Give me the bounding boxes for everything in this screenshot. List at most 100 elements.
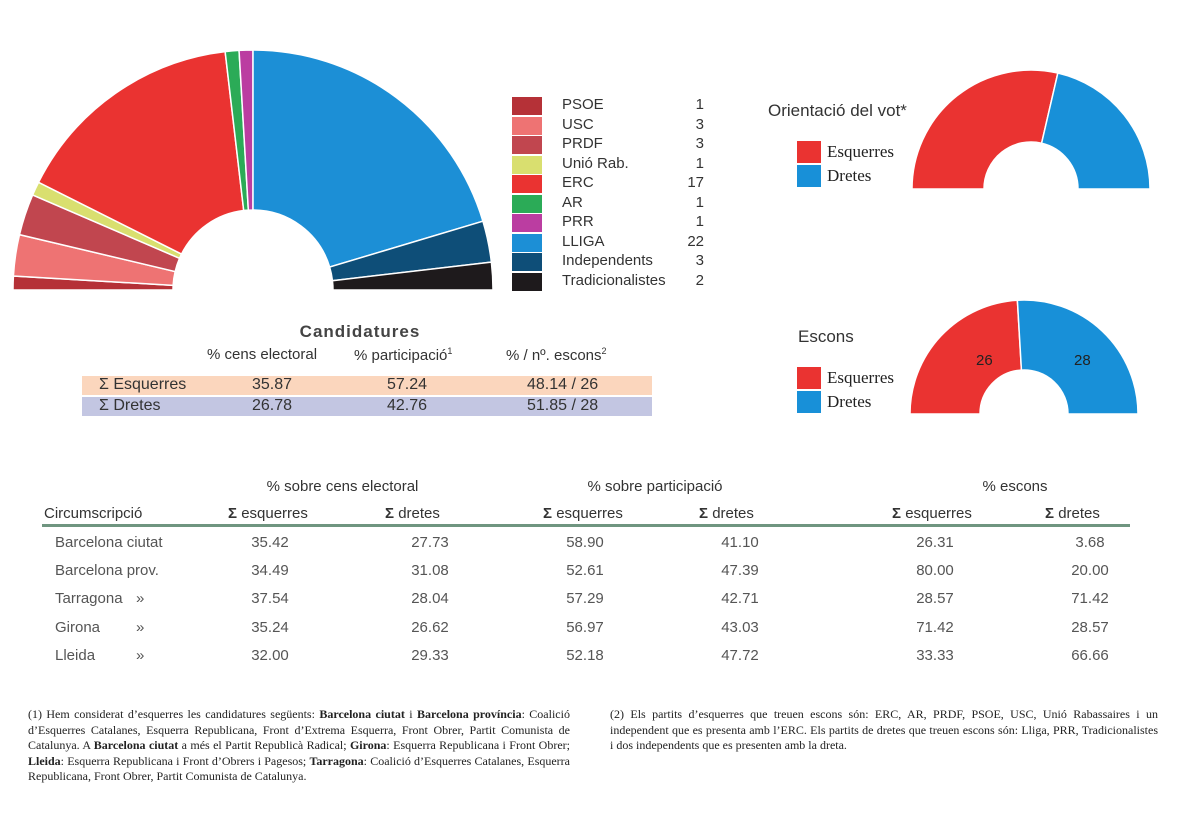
- group-header-participacio: % sobre participació: [587, 478, 723, 495]
- orientacio-title: Orientació del vot*: [768, 101, 907, 120]
- legend-value: 3: [695, 135, 704, 152]
- legend-swatch: [512, 272, 542, 291]
- legend-label: Esquerres: [827, 368, 895, 387]
- legend-value: 1: [695, 154, 704, 172]
- table-row: Lleida » 32.00 29.33 52.18 47.72 33.33 66.66: [0, 647, 1200, 669]
- table-cell: 29.33: [411, 646, 449, 664]
- table-cell: 27.73: [411, 534, 449, 551]
- table-cell: 47.72: [721, 646, 759, 664]
- cand-row-esquerres: Σ Esquerres 35.87 57.24 48.14 / 26: [82, 376, 652, 395]
- orientacio-chart: [911, 69, 1151, 190]
- legend-value: 17: [687, 174, 704, 191]
- table-cell: 42.71: [721, 590, 759, 608]
- row-ditto-mark: »: [136, 590, 145, 608]
- legend-label: AR: [562, 193, 583, 211]
- table-row: Girona » 35.24 26.62 56.97 43.03 71.42 28.57: [0, 619, 1200, 641]
- col-escons-header: % / nº. escons2: [506, 346, 607, 364]
- escons-label-esquerres: 26: [976, 352, 993, 369]
- group-header-cens: % sobre cens electoral: [266, 478, 419, 495]
- escons-label-dretes: 28: [1074, 352, 1091, 369]
- table-cell: 47.39: [721, 562, 759, 580]
- table-cell: 33.33: [916, 646, 954, 664]
- slice-lliga: [252, 49, 484, 268]
- table-cell: 31.08: [411, 562, 449, 580]
- table-cell: 66.66: [1071, 646, 1109, 664]
- table-cell: 20.00: [1071, 562, 1109, 580]
- col-header-dretes-1: Σ dretes: [385, 505, 440, 522]
- legend-label: Independents: [562, 252, 653, 269]
- main-seats-chart: [12, 49, 494, 291]
- legend-label: Dretes: [827, 166, 872, 185]
- table-cell: 52.61: [566, 562, 604, 580]
- row-ditto-mark: »: [136, 618, 145, 636]
- legend-label: Tradicionalistes: [562, 271, 666, 289]
- row-ditto-mark: »: [136, 646, 145, 664]
- slice-erc: [37, 50, 245, 256]
- table-cell: 57.29: [566, 590, 604, 608]
- legend-swatch: [512, 175, 542, 193]
- legend-label: PRDF: [562, 135, 603, 152]
- cand-cell: 42.76: [387, 397, 428, 414]
- legend-swatch: [512, 214, 542, 232]
- cand-row-dretes: Σ Dretes 26.78 42.76 51.85 / 28: [82, 397, 652, 416]
- legend-label: Dretes: [827, 392, 872, 411]
- table-cell: 32.00: [251, 646, 289, 664]
- header-rule: [42, 524, 1130, 527]
- legend-value: 22: [687, 232, 704, 250]
- table-row: Barcelona ciutat 35.42 27.73 58.90 41.10 26.3…: [0, 534, 1200, 556]
- table-cell: 35.42: [251, 534, 289, 551]
- legend-label: LLIGA: [562, 232, 605, 250]
- table-cell: 43.03: [721, 618, 759, 636]
- cand-cell: 35.87: [252, 376, 293, 393]
- legend-swatch: [512, 97, 542, 115]
- cand-row-label: Σ Dretes: [99, 397, 161, 414]
- legend-label: USC: [562, 115, 594, 133]
- table-cell: 58.90: [566, 534, 604, 551]
- table-cell: 56.97: [566, 618, 604, 636]
- candidatures-title: Candidatures: [299, 322, 421, 341]
- cand-cell: 26.78: [252, 397, 293, 414]
- escons-legend: Esquerres Dretes: [797, 367, 917, 415]
- legend-swatch: [512, 116, 542, 135]
- slice-tradicionalistes: [331, 261, 494, 291]
- legend-value: 1: [695, 213, 704, 230]
- escons-title: Escons: [798, 327, 854, 346]
- legend-swatch: [797, 391, 821, 413]
- table-cell: 71.42: [1071, 590, 1109, 608]
- legend-swatch: [512, 194, 542, 213]
- legend-label: ERC: [562, 174, 594, 191]
- legend-label: Unió Rab.: [562, 154, 629, 172]
- legend-value: 2: [695, 271, 704, 289]
- footnote-2: (2) Els partits d’esquerres que treuen e…: [610, 707, 1158, 753]
- row-name: Barcelona ciutat: [55, 534, 163, 551]
- legend-label: Esquerres: [827, 142, 895, 161]
- cand-cell: 57.24: [387, 376, 428, 393]
- row-name: Barcelona prov.: [55, 562, 159, 580]
- cand-cell: 48.14 / 26: [527, 376, 599, 393]
- cand-cell: 51.85 / 28: [527, 397, 599, 414]
- cand-row-label: Σ Esquerres: [99, 376, 187, 393]
- table-cell: 26.62: [411, 618, 449, 636]
- table-cell: 52.18: [566, 646, 604, 664]
- table-cell: 3.68: [1075, 534, 1105, 551]
- legend-swatch: [797, 165, 821, 187]
- table-cell: 37.54: [251, 590, 289, 608]
- table-cell: 34.49: [251, 562, 289, 580]
- table-row: Tarragona » 37.54 28.04 57.29 42.71 28.57 71.42: [0, 590, 1200, 612]
- table-cell: 26.31: [916, 534, 954, 551]
- row-name: Lleida: [55, 646, 96, 664]
- slice-dretes: [1016, 299, 1139, 415]
- table-cell: 28.57: [916, 590, 954, 608]
- col-header-esquerres-1: Σ esquerres: [228, 505, 308, 522]
- legend-label: PRR: [562, 213, 594, 230]
- table-cell: 80.00: [916, 562, 954, 580]
- legend-swatch: [512, 136, 542, 154]
- legend-swatch: [512, 233, 542, 252]
- slice-esquerres: [911, 69, 1059, 190]
- slice-dretes: [1040, 72, 1151, 190]
- legend-value: 1: [695, 193, 704, 211]
- legend-swatch: [512, 253, 542, 271]
- table-cell: 71.42: [916, 618, 954, 636]
- orientacio-legend: Esquerres Dretes: [797, 141, 917, 189]
- legend-value: 3: [695, 252, 704, 269]
